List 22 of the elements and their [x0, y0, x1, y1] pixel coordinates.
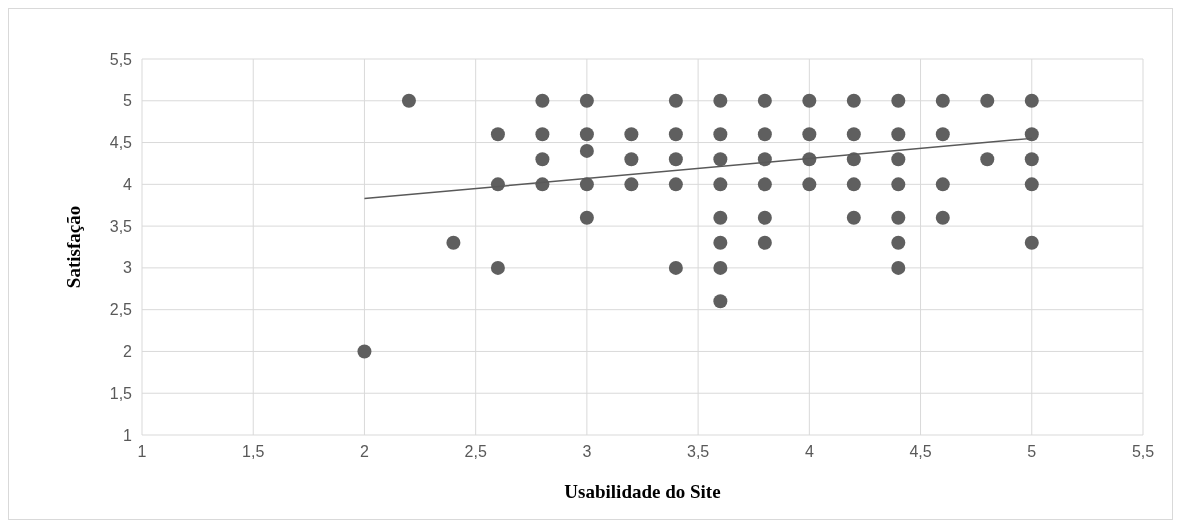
- y-tick-label: 5: [123, 92, 133, 110]
- y-tick-label: 4,5: [109, 134, 133, 152]
- x-tick-label: 2,5: [464, 443, 487, 460]
- x-tick-label: 4,5: [909, 443, 932, 460]
- x-axis-title: Usabilidade do Site: [564, 481, 721, 502]
- y-axis-title: Satisfação: [63, 205, 84, 289]
- x-tick-label: 4: [804, 443, 814, 460]
- y-tick-label: 2: [123, 343, 133, 361]
- x-tick-label: 2: [359, 443, 369, 460]
- y-tick-label: 4: [123, 175, 133, 193]
- x-tick-label: 5,5: [1131, 443, 1155, 460]
- x-tick-label: 1,5: [242, 443, 265, 460]
- x-tick-label: 3: [582, 443, 592, 460]
- x-tick-label: 1: [137, 443, 147, 460]
- y-tick-label: 1: [123, 426, 133, 444]
- x-tick-label: 3,5: [686, 443, 710, 460]
- x-tick-label: 5: [1027, 443, 1037, 460]
- y-tick-label: 2,5: [109, 301, 133, 319]
- y-tick-label: 1,5: [109, 384, 133, 402]
- y-tick-label: 5,5: [109, 50, 133, 68]
- y-tick-label: 3,5: [109, 217, 133, 235]
- y-tick-label: 3: [123, 259, 133, 277]
